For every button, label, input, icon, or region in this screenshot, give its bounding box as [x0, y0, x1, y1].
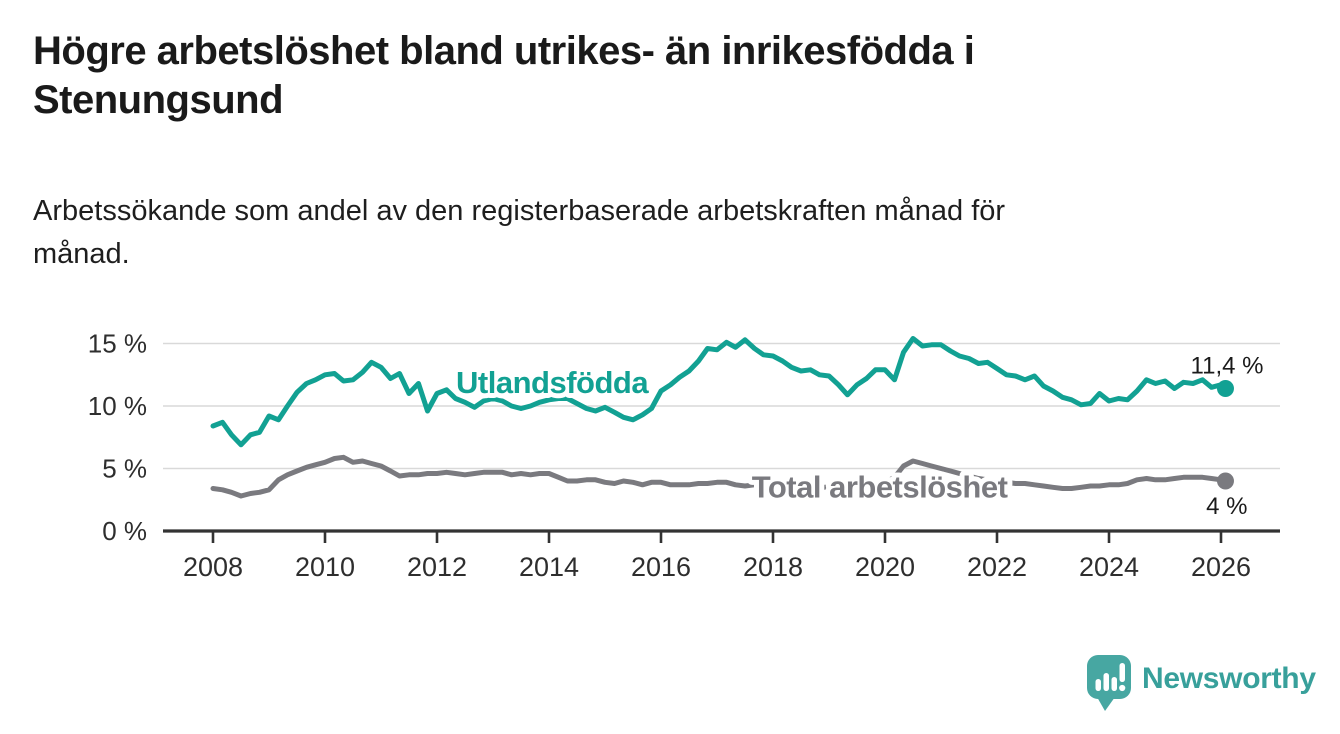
newsworthy-branding: Newsworthy	[1087, 655, 1316, 713]
x-axis-tick-label: 2022	[967, 552, 1027, 582]
x-axis-tick-label: 2008	[183, 552, 243, 582]
y-axis-tick-label: 15 %	[88, 329, 147, 359]
chart-subtitle: Arbetssökande som andel av den registerb…	[33, 190, 1005, 276]
newsworthy-wordmark: Newsworthy	[1142, 662, 1316, 695]
x-axis-tick-label: 2010	[295, 552, 355, 582]
end-value-label-total: 4 %	[1206, 493, 1247, 520]
series-label-utlandsfodda: Utlandsfödda	[456, 365, 649, 400]
newsworthy-logo-icon	[1087, 655, 1131, 711]
x-axis-tick-label: 2020	[855, 552, 915, 582]
x-axis-tick-label: 2018	[743, 552, 803, 582]
x-axis-tick-label: 2016	[631, 552, 691, 582]
x-axis-tick-label: 2012	[407, 552, 467, 582]
page-title: Högre arbetslöshet bland utrikes- än inr…	[33, 27, 975, 125]
series-line-total	[210, 454, 1228, 499]
x-axis-tick-label: 2014	[519, 552, 579, 582]
end-value-label-utlandsfodda: 11,4 %	[1191, 353, 1264, 380]
x-axis-tick-label: 2024	[1079, 552, 1139, 582]
chart-subtitle-line2: månad.	[33, 238, 130, 270]
series-line-utlandsfodda	[210, 336, 1228, 448]
chart-subtitle-line1: Arbetssökande som andel av den registerb…	[33, 195, 1006, 227]
series-label-total: Total arbetslöshet	[752, 469, 1008, 504]
page-title-line2: Stenungsund	[33, 78, 284, 122]
end-dot-utlandsfodda	[1216, 380, 1234, 397]
x-axis-tick-label: 2026	[1191, 552, 1251, 582]
page-title-line1: Högre arbetslöshet bland utrikes- än inr…	[33, 29, 975, 73]
y-axis-tick-label: 5 %	[102, 454, 147, 484]
y-axis-tick-label: 0 %	[102, 516, 147, 546]
y-axis-tick-label: 10 %	[88, 391, 147, 421]
end-dot-total	[1216, 472, 1234, 490]
